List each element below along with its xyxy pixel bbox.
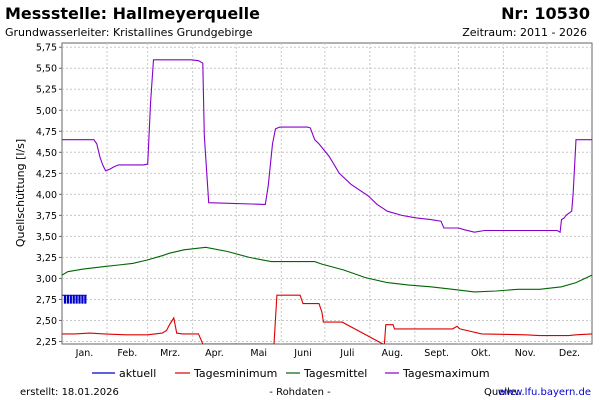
aktuell-bar [63, 295, 67, 304]
y-tick-label: 5,00 [36, 106, 57, 117]
aktuell-bar [69, 295, 72, 304]
y-tick-label: 2,25 [36, 337, 57, 348]
aktuell-bar [81, 295, 84, 304]
x-month-label: Aug. [382, 348, 404, 359]
legend-label-mittel: Tagesmittel [303, 367, 367, 380]
y-axis-label: Quellschüttung [l/s] [14, 139, 27, 247]
x-month-label: Dez. [559, 348, 580, 359]
chart-title: Messstelle: Hallmeyerquelle [5, 4, 260, 23]
source-link[interactable]: www.lfu.bayern.de [498, 387, 591, 398]
aktuell-bar [84, 295, 87, 304]
aktuell-bar [75, 295, 78, 304]
y-tick-label: 5,50 [36, 64, 57, 75]
y-tick-label: 2,50 [36, 316, 57, 327]
aktuell-bar [72, 295, 75, 304]
y-tick-label: 3,25 [36, 253, 57, 264]
x-month-label: Sept. [424, 348, 449, 359]
x-month-label: Feb. [117, 348, 137, 359]
x-month-label: Apr. [205, 348, 224, 359]
aktuell-bar [66, 295, 70, 304]
y-tick-label: 2,75 [36, 295, 57, 306]
series-lines [62, 59, 592, 344]
x-month-label: Mrz. [160, 348, 180, 359]
raw-data-note: - Rohdaten - [269, 387, 331, 398]
y-tick-label: 4,25 [36, 169, 57, 180]
station-number: Nr: 10530 [501, 4, 590, 23]
plot-area: 5,75 5,50 5,25 5,00 4,75 4,50 4,25 4,00 3,75 3,50… [36, 42, 593, 359]
grid-lines [59, 43, 592, 344]
x-month-label: Juli [339, 348, 354, 359]
source-label: Quelle: [484, 387, 519, 398]
series-aktuell [62, 294, 87, 304]
y-tick-label: 5,75 [36, 43, 57, 54]
legend: aktuell Tagesminimum Tagesmittel Tagesma… [92, 367, 490, 380]
legend-label-minimum: Tagesminimum [193, 367, 277, 380]
y-tick-label: 4,00 [36, 190, 57, 201]
y-tick-label: 3,75 [36, 211, 57, 222]
y-tick-label: 4,75 [36, 127, 57, 138]
created-date: erstellt: 18.01.2026 [20, 387, 119, 398]
x-month-labels: Jan. Feb. Mrz. Apr. Mai Juni Juli Aug. Sept. Okt.… [75, 348, 580, 359]
series-line-mittel [62, 246, 592, 293]
legend-label-maximum: Tagesmaximum [402, 367, 490, 380]
series-line-minimum [62, 294, 592, 344]
aktuell-bar [78, 295, 81, 304]
period-label: Zeitraum: 2011 - 2026 [462, 26, 587, 39]
y-tick-labels: 5,75 5,50 5,25 5,00 4,75 4,50 4,25 4,00 3,75 3,50… [36, 43, 57, 348]
y-tick-label: 3,00 [36, 274, 57, 285]
x-month-label: Mai [250, 348, 267, 359]
x-month-label: Nov. [515, 348, 536, 359]
y-tick-label: 4,50 [36, 148, 57, 159]
aquifer-subtitle: Grundwasserleiter: Kristallines Grundgeb… [5, 26, 253, 39]
x-month-label: Jan. [75, 348, 94, 359]
y-tick-label: 5,25 [36, 85, 57, 96]
plot-frame [61, 42, 593, 345]
series-line-maximum [62, 59, 592, 234]
x-month-label: Okt. [471, 348, 491, 359]
y-tick-label: 3,50 [36, 232, 57, 243]
legend-label-aktuell: aktuell [119, 367, 156, 380]
x-month-label: Juni [293, 348, 311, 359]
